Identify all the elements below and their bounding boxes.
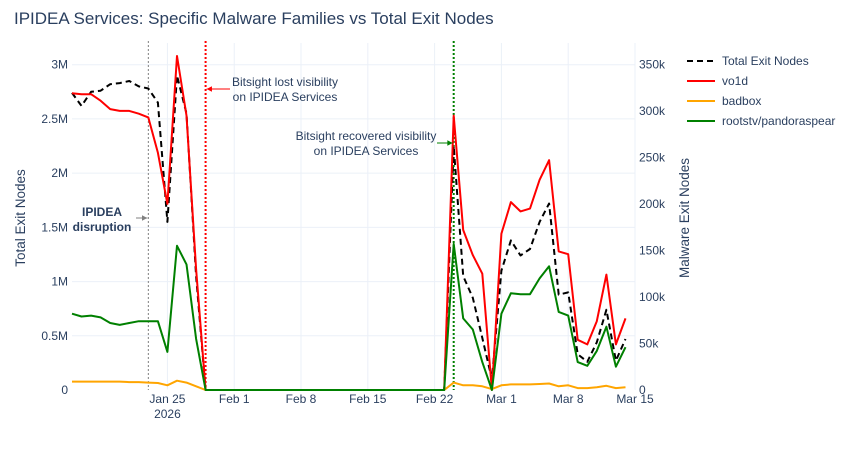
legend-item-vo1d[interactable]: vo1d bbox=[687, 74, 748, 88]
x-tick-label: Feb 8 bbox=[286, 392, 317, 406]
annotation-line: disruption bbox=[73, 220, 132, 234]
right-y-tick-label: 150k bbox=[639, 243, 666, 257]
right-y-tick-label: 50k bbox=[639, 336, 659, 350]
right-y-tick-label: 100k bbox=[639, 290, 666, 304]
annotations: IPIDEA disruption Bitsight lost visibility… bbox=[73, 75, 453, 234]
series-line-rootstv-pandoraspear bbox=[71, 242, 627, 391]
annotation-arrow-lost-head bbox=[206, 86, 212, 92]
legend-label: rootstv/pandoraspear bbox=[722, 114, 835, 128]
legend[interactable]: Total Exit Nodes vo1d badbox rootstv/pandor… bbox=[687, 54, 835, 128]
series-lines bbox=[71, 55, 627, 391]
x-tick-label: Mar 1 bbox=[486, 392, 517, 406]
annotation-line: on IPIDEA Services bbox=[314, 144, 419, 158]
annotation-arrow-recovered bbox=[437, 140, 453, 146]
x-tick-label: Mar 8 bbox=[553, 392, 584, 406]
left-y-tick-label: 0.5M bbox=[41, 329, 68, 343]
left-y-tick-label: 0 bbox=[61, 383, 68, 397]
right-y-tick-label: 250k bbox=[639, 150, 666, 164]
right-y-axis-title: Malware Exit Nodes bbox=[677, 158, 692, 278]
chart-title: IPIDEA Services: Specific Malware Famili… bbox=[14, 9, 494, 28]
legend-label: badbox bbox=[722, 94, 761, 108]
legend-label: Total Exit Nodes bbox=[722, 54, 809, 68]
left-y-tick-label: 2M bbox=[51, 166, 68, 180]
right-y-tick-label: 0 bbox=[639, 383, 646, 397]
x-tick-label: Jan 25 bbox=[149, 392, 185, 406]
legend-item-total-exit-nodes[interactable]: Total Exit Nodes bbox=[687, 54, 809, 68]
left-y-tick-label: 1.5M bbox=[41, 220, 68, 234]
right-y-axis: 0 50k 100k 150k 200k 250k 300k 350k bbox=[639, 57, 666, 397]
right-y-tick-label: 300k bbox=[639, 104, 666, 118]
annotation-line: Bitsight lost visibility bbox=[232, 75, 338, 89]
left-y-tick-label: 3M bbox=[51, 58, 68, 72]
annotation-line: on IPIDEA Services bbox=[233, 90, 338, 104]
series-line-badbox bbox=[72, 379, 626, 391]
grid bbox=[72, 43, 636, 391]
annotation-line: IPIDEA bbox=[82, 205, 122, 219]
left-y-axis: 0 0.5M 1M 1.5M 2M 2.5M 3M bbox=[41, 58, 68, 397]
series-line-vo1d bbox=[71, 55, 627, 391]
x-tick-label: Mar 15 bbox=[616, 392, 654, 406]
annotation-arrow-disruption-head bbox=[141, 215, 148, 221]
x-tick-label: Feb 1 bbox=[219, 392, 250, 406]
annotation-line: Bitsight recovered visibility bbox=[296, 129, 437, 143]
annotation-arrow-disruption bbox=[136, 215, 148, 221]
x-tick-label: Feb 22 bbox=[416, 392, 454, 406]
legend-item-badbox[interactable]: badbox bbox=[687, 94, 761, 108]
annotation-arrow-recovered-head bbox=[447, 140, 453, 146]
legend-item-rootstv-pandoraspear[interactable]: rootstv/pandoraspear bbox=[687, 114, 835, 128]
x-tick-label: Feb 15 bbox=[349, 392, 387, 406]
annotation-ipidea-disruption: IPIDEA disruption bbox=[73, 205, 132, 234]
legend-label: vo1d bbox=[722, 74, 748, 88]
left-y-axis-title: Total Exit Nodes bbox=[13, 169, 28, 267]
right-y-tick-label: 200k bbox=[639, 197, 666, 211]
series-line-total-exit-nodes bbox=[71, 74, 627, 391]
x-tick-year-label: 2026 bbox=[154, 407, 181, 421]
left-y-tick-label: 1M bbox=[51, 275, 68, 289]
annotation-recovered-visibility: Bitsight recovered visibility on IPIDEA S… bbox=[296, 129, 437, 158]
right-y-tick-label: 350k bbox=[639, 57, 666, 71]
annotation-lost-visibility: Bitsight lost visibility on IPIDEA Servic… bbox=[232, 75, 338, 104]
left-y-tick-label: 2.5M bbox=[41, 112, 68, 126]
annotation-arrow-lost bbox=[206, 86, 230, 92]
